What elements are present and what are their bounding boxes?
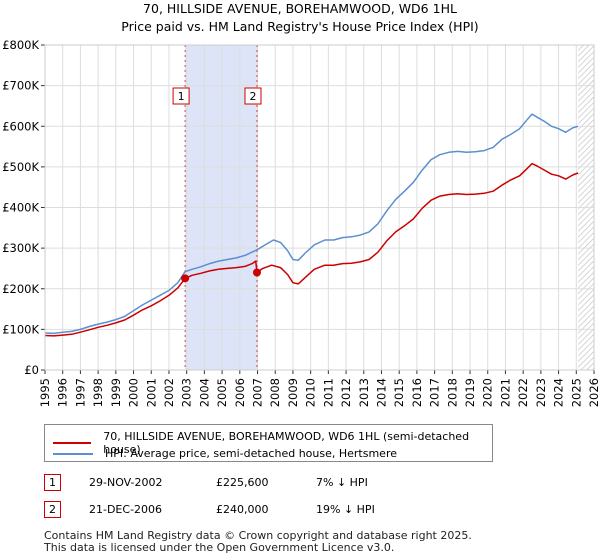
sale-points bbox=[181, 268, 261, 283]
x-tick-label: 2021 bbox=[498, 378, 512, 407]
x-tick-label: 1996 bbox=[56, 378, 70, 407]
x-tick-label: 2010 bbox=[304, 378, 318, 407]
x-tick-label: 2011 bbox=[321, 378, 335, 407]
x-tick-label: 2023 bbox=[534, 378, 548, 407]
x-tick-label: 1999 bbox=[109, 378, 123, 407]
x-tick-label: 1998 bbox=[91, 378, 105, 407]
x-tick-label: 2007 bbox=[251, 378, 265, 407]
sale-point bbox=[252, 268, 261, 277]
sale-number-badge: 1 bbox=[44, 474, 61, 491]
sale-vertical-lines bbox=[184, 45, 258, 370]
x-tick-label: 2020 bbox=[481, 378, 495, 407]
footer: Contains HM Land Registry data © Crown c… bbox=[44, 530, 472, 554]
series-line-hpi bbox=[45, 113, 579, 335]
legend-swatch-hpi bbox=[53, 452, 93, 455]
chart-title: 70, HILLSIDE AVENUE, BOREHAMWOOD, WD6 1H… bbox=[143, 1, 457, 16]
x-tick-label: 2015 bbox=[392, 378, 406, 407]
marker-label: 2 bbox=[249, 90, 256, 103]
legend-swatch-property bbox=[53, 442, 92, 444]
price-chart: 70, HILLSIDE AVENUE, BOREHAMWOOD, WD6 1H… bbox=[2, 1, 600, 407]
marker-box bbox=[244, 87, 262, 105]
x-tick-label: 1995 bbox=[38, 378, 52, 407]
x-tick-label: 2014 bbox=[374, 378, 388, 407]
y-axis-ticks: £0 £100K £200K £300K £400K £500K £600K £700K £80… bbox=[2, 38, 45, 377]
x-tick-label: 2001 bbox=[144, 378, 158, 407]
x-axis-ticks: 1995 1996 1997 1998 1999 2000 2001 2002 2003 2004… bbox=[38, 370, 600, 407]
x-tick-label: 2009 bbox=[286, 378, 300, 407]
y-tick-label: £800K bbox=[2, 38, 39, 52]
sale-hpi-diff: 19% ↓ HPI bbox=[316, 503, 375, 516]
x-tick-label: 2018 bbox=[445, 378, 459, 407]
legend-item-property: 70, HILLSIDE AVENUE, BOREHAMWOOD, WD6 1H… bbox=[53, 430, 492, 456]
legend-label-property: 70, HILLSIDE AVENUE, BOREHAMWOOD, WD6 1H… bbox=[103, 430, 470, 456]
footer-licence: This data is licensed under the Open Gov… bbox=[44, 541, 395, 554]
x-tick-label: 2008 bbox=[268, 378, 282, 407]
y-tick-label: £0 bbox=[24, 363, 39, 377]
sale-date: 29-NOV-2002 bbox=[89, 476, 163, 489]
x-tick-label: 2024 bbox=[552, 378, 566, 407]
sale-point bbox=[181, 274, 190, 283]
y-tick-label: £200K bbox=[2, 282, 39, 296]
marker-box bbox=[172, 87, 190, 105]
x-tick-label: 2012 bbox=[339, 378, 353, 407]
x-tick-label: 2002 bbox=[162, 378, 176, 407]
sale-date: 21-DEC-2006 bbox=[89, 503, 163, 516]
chart-subtitle: Price paid vs. HM Land Registry's House … bbox=[121, 19, 478, 34]
footer-copyright: Contains HM Land Registry data © Crown c… bbox=[44, 529, 472, 542]
x-tick-label: 2019 bbox=[463, 378, 477, 407]
x-tick-label: 2005 bbox=[215, 378, 229, 407]
y-tick-label: £600K bbox=[2, 119, 39, 133]
marker-label: 1 bbox=[178, 90, 185, 103]
x-tick-label: 2006 bbox=[233, 378, 247, 407]
x-tick-label: 2000 bbox=[127, 378, 141, 407]
series-line-property bbox=[45, 162, 579, 337]
y-tick-label: £300K bbox=[2, 241, 39, 255]
x-tick-label: 2026 bbox=[587, 378, 600, 407]
y-tick-label: £400K bbox=[2, 201, 39, 215]
y-tick-label: £700K bbox=[2, 79, 39, 93]
x-tick-label: 2017 bbox=[428, 378, 442, 407]
sale-price: £225,600 bbox=[216, 476, 269, 489]
x-tick-label: 1997 bbox=[73, 378, 87, 407]
x-tick-label: 2016 bbox=[410, 378, 424, 407]
x-tick-label: 2004 bbox=[197, 378, 211, 407]
legend-item-hpi: HPI: Average price, semi-detached house,… bbox=[53, 447, 397, 460]
x-tick-label: 2003 bbox=[180, 378, 194, 407]
x-tick-label: 2025 bbox=[569, 378, 583, 407]
y-tick-label: £500K bbox=[2, 160, 39, 174]
grid-lines bbox=[44, 44, 595, 371]
x-tick-label: 2022 bbox=[516, 378, 530, 407]
legend: 70, HILLSIDE AVENUE, BOREHAMWOOD, WD6 1H… bbox=[44, 424, 493, 462]
y-tick-label: £100K bbox=[2, 322, 39, 336]
plot-frame bbox=[44, 44, 595, 371]
series-lines bbox=[45, 113, 579, 337]
sale-number-badge: 2 bbox=[44, 501, 61, 518]
sale-hpi-diff: 7% ↓ HPI bbox=[316, 476, 368, 489]
sale-price: £240,000 bbox=[216, 503, 269, 516]
legend-label-hpi: HPI: Average price, semi-detached house,… bbox=[105, 447, 397, 460]
x-tick-label: 2013 bbox=[357, 378, 371, 407]
